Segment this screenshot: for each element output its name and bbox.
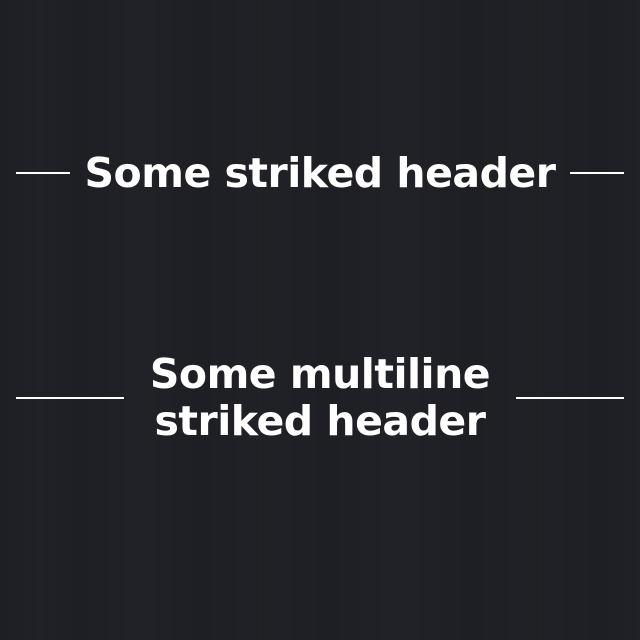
header-text: Some striked header [70, 148, 570, 197]
header-line: Some striked header [84, 148, 556, 197]
header-text: Some multiline striked header [124, 351, 516, 445]
striked-header-single: Some striked header [16, 144, 624, 202]
striked-header-multiline: Some multiline striked header [16, 346, 624, 450]
strike-line-left [16, 172, 70, 174]
strike-line-right [516, 397, 624, 399]
strike-line-left [16, 397, 124, 399]
header-line-1: Some multiline [149, 350, 491, 398]
header-line-2: striked header [154, 397, 486, 445]
strike-line-right [570, 172, 624, 174]
